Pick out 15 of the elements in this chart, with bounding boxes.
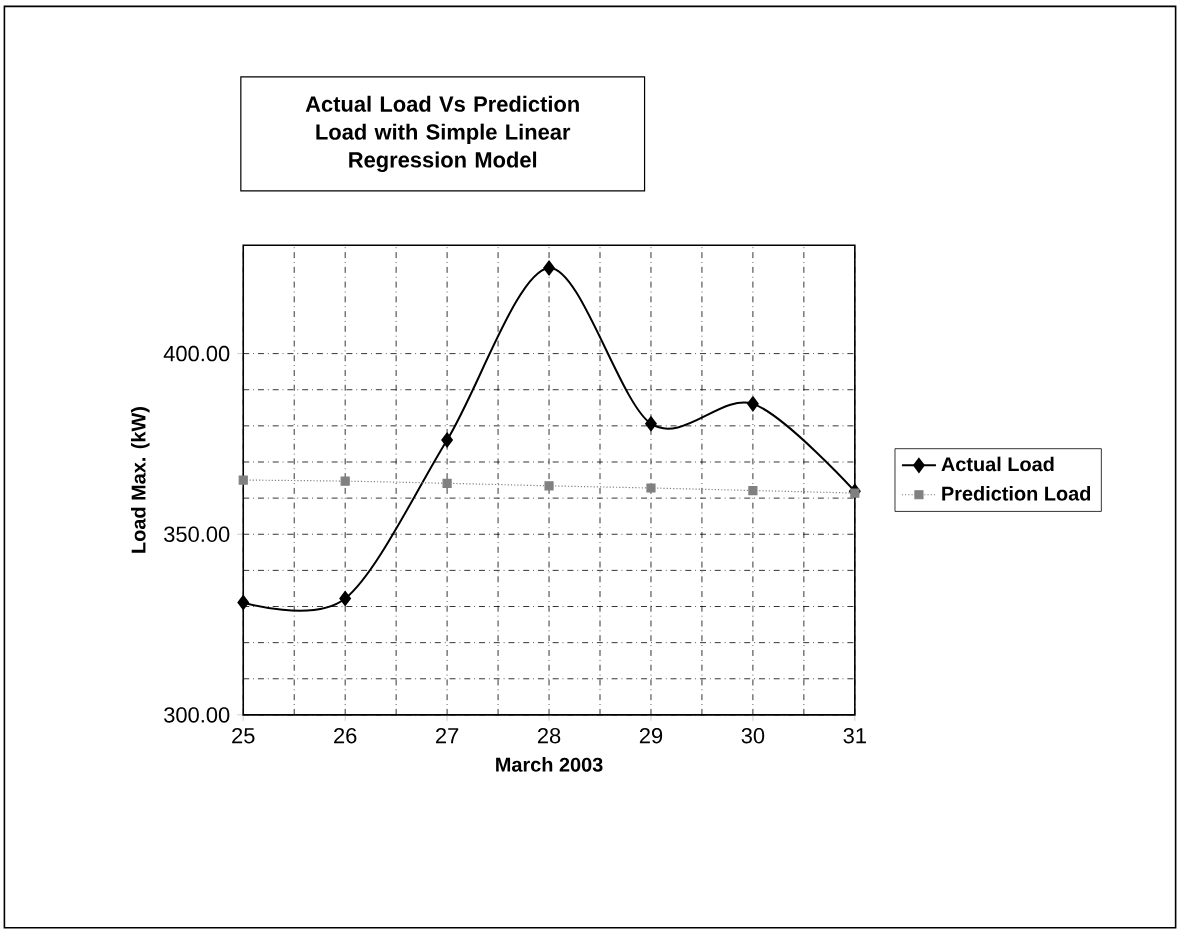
- y-tick-label: 300.00: [164, 707, 230, 723]
- x-tick-label: 29: [639, 727, 663, 744]
- x-axis-title: March 2003: [496, 757, 603, 772]
- x-tick-label: 31: [843, 727, 866, 744]
- x-tick-label: 25: [232, 727, 255, 744]
- legend-label: Prediction Load: [942, 485, 1091, 501]
- legend-label: Actual Load: [941, 456, 1054, 472]
- x-tick-label: 30: [741, 727, 765, 744]
- x-tick-label: 27: [436, 727, 459, 744]
- y-tick-label: 400.00: [163, 345, 230, 362]
- y-tick-label: 350.00: [164, 526, 230, 542]
- x-tick-label: 26: [334, 727, 357, 744]
- y-axis-title: Load Max. (kW): [130, 407, 150, 553]
- x-tick-label: 28: [537, 727, 561, 744]
- chart-title: Actual Load Vs Prediction Load with Simple Linear Regression Model: [305, 95, 579, 172]
